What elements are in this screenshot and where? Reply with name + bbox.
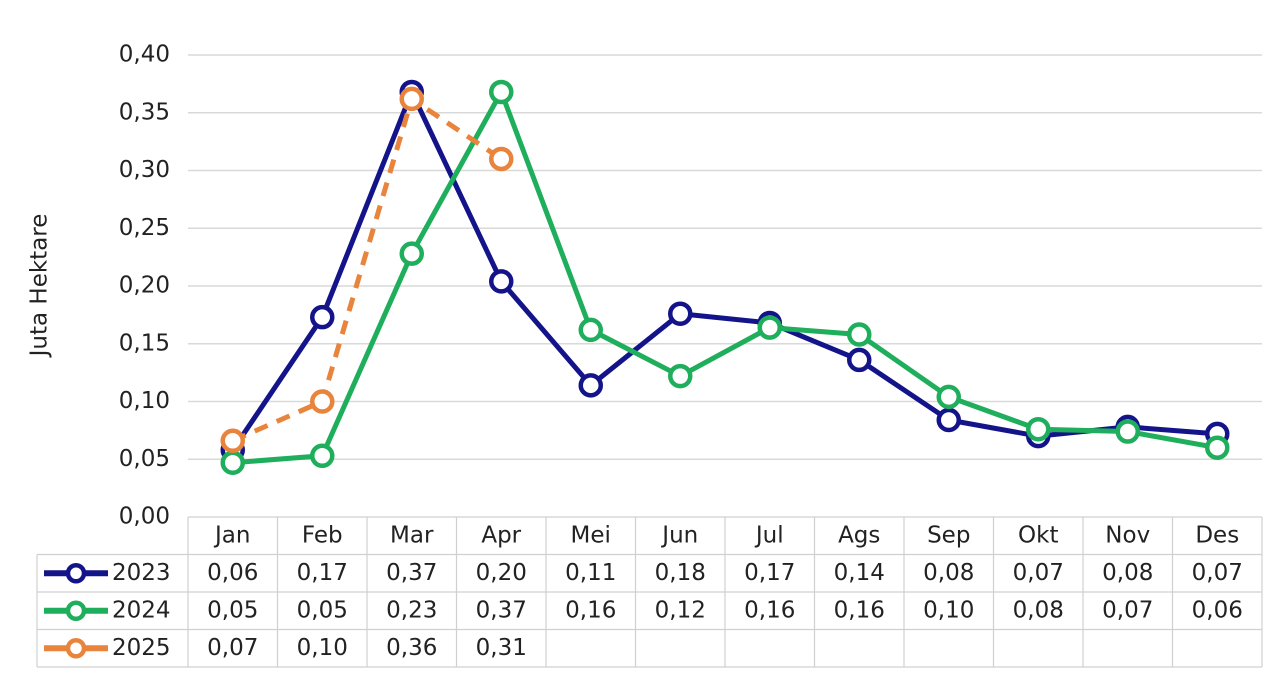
data-point bbox=[847, 347, 872, 373]
table-value: 0,07 bbox=[207, 635, 258, 661]
table-value: 0,16 bbox=[744, 597, 795, 623]
data-point bbox=[668, 301, 693, 326]
table-value: 0,17 bbox=[744, 560, 795, 586]
data-point bbox=[220, 450, 245, 475]
data-point bbox=[399, 86, 424, 112]
x-tick-label: Des bbox=[1195, 522, 1239, 548]
x-tick-label: Mar bbox=[390, 522, 434, 548]
series-line bbox=[232, 89, 1218, 466]
data-point bbox=[1026, 416, 1051, 442]
data-point bbox=[310, 443, 335, 469]
series-line bbox=[231, 96, 503, 444]
data-point bbox=[310, 304, 335, 330]
table-value: 0,23 bbox=[386, 597, 437, 623]
legend-marker bbox=[65, 600, 87, 621]
table-value: 0,18 bbox=[655, 560, 706, 586]
table-value: 0,05 bbox=[207, 597, 258, 623]
y-tick-label: 0,05 bbox=[119, 446, 170, 472]
table-value: 0,05 bbox=[297, 597, 348, 623]
data-point bbox=[578, 317, 603, 343]
x-tick-label: Ags bbox=[838, 522, 880, 548]
legend-label: 2025 bbox=[112, 635, 171, 661]
data-point bbox=[1115, 419, 1140, 444]
table-value: 0,06 bbox=[1192, 597, 1243, 623]
y-tick-label: 0,15 bbox=[119, 330, 170, 356]
x-tick-label: Sep bbox=[927, 522, 970, 548]
y-tick-label: 0,40 bbox=[119, 42, 170, 68]
legend-marker bbox=[65, 563, 87, 584]
x-tick-label: Mei bbox=[571, 522, 611, 548]
x-tick-label: Jul bbox=[754, 522, 784, 548]
table-value: 0,16 bbox=[565, 597, 616, 623]
x-tick-label: Jun bbox=[660, 522, 698, 548]
table-value: 0,37 bbox=[386, 560, 437, 586]
x-tick-label: Okt bbox=[1018, 522, 1058, 548]
table-value: 0,37 bbox=[476, 597, 527, 623]
table-value: 0,06 bbox=[207, 560, 258, 586]
table-value: 0,14 bbox=[834, 560, 885, 586]
legend-marker bbox=[65, 638, 87, 659]
x-tick-label: Nov bbox=[1105, 522, 1150, 548]
legend-label: 2024 bbox=[112, 597, 171, 623]
y-tick-label: 0,00 bbox=[119, 504, 170, 530]
table-value: 0,08 bbox=[1013, 597, 1064, 623]
table-value: 0,16 bbox=[834, 597, 885, 623]
table-value: 0,11 bbox=[565, 560, 616, 586]
table-value: 0,07 bbox=[1013, 560, 1064, 586]
data-point bbox=[399, 241, 424, 266]
table-value: 0,07 bbox=[1102, 597, 1153, 623]
y-tick-label: 0,10 bbox=[119, 388, 170, 414]
y-axis-label: Juta Hektare bbox=[27, 214, 53, 359]
table-value: 0,17 bbox=[297, 560, 348, 586]
legend-label: 2023 bbox=[112, 560, 171, 586]
y-tick-label: 0,25 bbox=[119, 215, 170, 241]
data-point bbox=[936, 407, 961, 433]
x-tick-label: Feb bbox=[302, 522, 343, 548]
table-value: 0,08 bbox=[923, 560, 974, 586]
data-point bbox=[1205, 435, 1230, 460]
data-point bbox=[310, 389, 335, 414]
table-value: 0,08 bbox=[1102, 560, 1153, 586]
table-value: 0,36 bbox=[386, 635, 437, 661]
table-value: 0,10 bbox=[923, 597, 974, 623]
table-value: 0,07 bbox=[1192, 560, 1243, 586]
series-line bbox=[230, 89, 1218, 452]
data-point bbox=[936, 384, 961, 410]
x-tick-label: Jan bbox=[213, 522, 250, 548]
data-point bbox=[220, 428, 245, 454]
table-value: 0,31 bbox=[476, 635, 527, 661]
y-tick-label: 0,35 bbox=[119, 99, 170, 125]
table-value: 0,20 bbox=[476, 560, 527, 586]
data-point bbox=[757, 315, 782, 340]
data-point bbox=[847, 322, 872, 347]
table-value: 0,10 bbox=[297, 635, 348, 661]
data-point bbox=[578, 373, 603, 398]
y-tick-label: 0,30 bbox=[119, 157, 170, 183]
data-point bbox=[668, 363, 693, 389]
x-tick-label: Apr bbox=[481, 522, 521, 548]
data-point bbox=[489, 269, 514, 294]
data-point bbox=[489, 146, 514, 172]
table-value: 0,12 bbox=[655, 597, 706, 623]
y-tick-label: 0,20 bbox=[119, 273, 170, 299]
data-point bbox=[489, 79, 514, 105]
